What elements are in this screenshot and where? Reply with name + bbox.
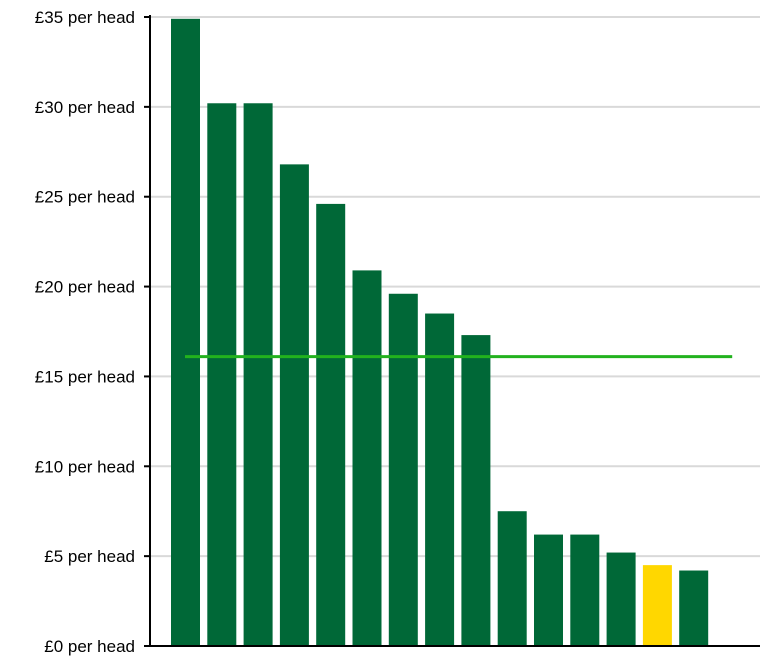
bar-4 [279, 164, 309, 646]
y-tick-label-30: £30 per head [35, 98, 135, 117]
y-tick-label-35: £35 per head [35, 8, 135, 27]
bar-3 [243, 103, 273, 646]
bar-highlighted [642, 565, 672, 646]
bar-15 [679, 570, 709, 646]
y-tick-label-10: £10 per head [35, 457, 135, 476]
bar-2 [207, 103, 237, 646]
bar-13 [606, 552, 636, 646]
bar-6 [352, 270, 382, 646]
bar-8 [425, 313, 455, 646]
y-tick-label-15: £15 per head [35, 367, 135, 386]
bar-10 [497, 511, 527, 646]
y-tick-labels: £0 per head £5 per head £10 per head £15 pe… [35, 8, 135, 656]
y-tick-label-20: £20 per head [35, 278, 135, 297]
bar-12 [570, 534, 600, 646]
grid-lines [150, 16, 760, 558]
bars [171, 18, 709, 647]
axes [144, 15, 760, 647]
y-tick-label-25: £25 per head [35, 188, 135, 207]
bar-11 [534, 534, 563, 646]
bar-1 [171, 18, 200, 647]
bar-5 [316, 203, 346, 646]
y-tick-label-5: £5 per head [44, 547, 135, 566]
bar-7 [388, 293, 418, 646]
y-tick-label-0: £0 per head [44, 637, 135, 656]
bar-9 [461, 335, 491, 646]
